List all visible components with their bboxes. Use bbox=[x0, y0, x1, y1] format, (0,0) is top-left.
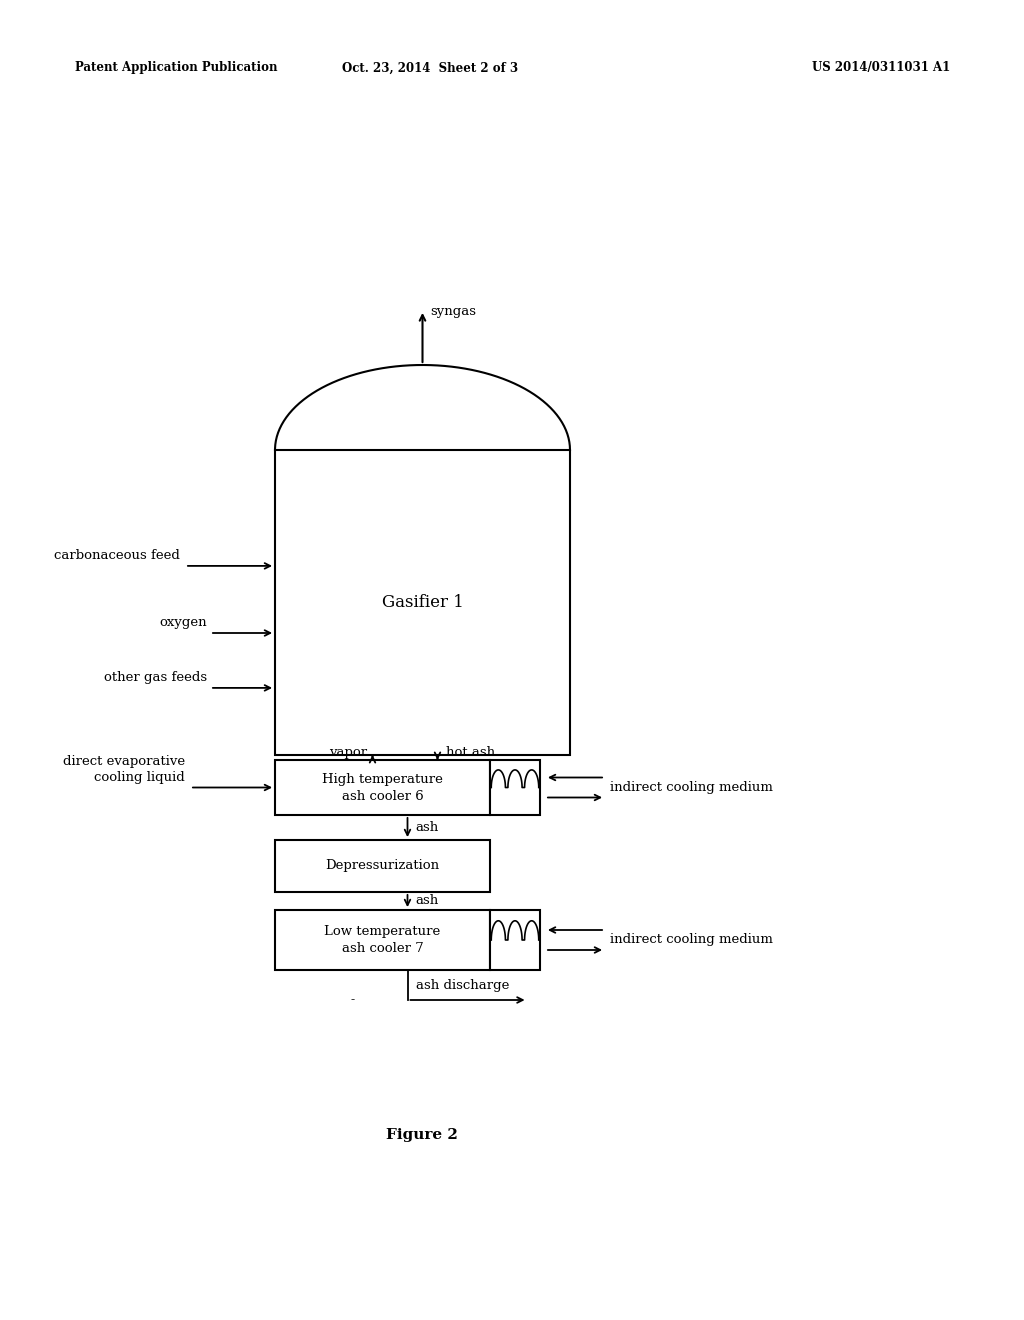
Text: High temperature
ash cooler 6: High temperature ash cooler 6 bbox=[323, 772, 443, 803]
Text: other gas feeds: other gas feeds bbox=[103, 671, 207, 684]
Bar bbox=[275, 909, 490, 970]
Text: hot ash: hot ash bbox=[445, 746, 495, 759]
Text: Low temperature
ash cooler 7: Low temperature ash cooler 7 bbox=[325, 925, 440, 954]
Bar bbox=[490, 909, 540, 970]
Bar bbox=[275, 450, 570, 755]
Text: oxygen: oxygen bbox=[160, 616, 207, 630]
Text: Depressurization: Depressurization bbox=[326, 859, 439, 873]
Text: carbonaceous feed: carbonaceous feed bbox=[54, 549, 180, 562]
Text: US 2014/0311031 A1: US 2014/0311031 A1 bbox=[812, 62, 950, 74]
Text: Figure 2: Figure 2 bbox=[386, 1129, 458, 1142]
Text: Oct. 23, 2014  Sheet 2 of 3: Oct. 23, 2014 Sheet 2 of 3 bbox=[342, 62, 518, 74]
Bar bbox=[275, 760, 490, 814]
Text: syngas: syngas bbox=[430, 305, 476, 318]
Bar bbox=[275, 840, 490, 892]
Text: ash: ash bbox=[416, 895, 438, 908]
Text: indirect cooling medium: indirect cooling medium bbox=[610, 933, 773, 946]
Text: Gasifier 1: Gasifier 1 bbox=[382, 594, 464, 611]
Text: direct evaporative
cooling liquid: direct evaporative cooling liquid bbox=[62, 755, 185, 784]
Text: Patent Application Publication: Patent Application Publication bbox=[75, 62, 278, 74]
Text: ash discharge: ash discharge bbox=[416, 979, 509, 993]
Text: ash: ash bbox=[416, 821, 438, 834]
Bar bbox=[490, 760, 540, 814]
Text: -: - bbox=[350, 994, 354, 1006]
Text: indirect cooling medium: indirect cooling medium bbox=[610, 781, 773, 795]
Text: vapor: vapor bbox=[330, 746, 368, 759]
